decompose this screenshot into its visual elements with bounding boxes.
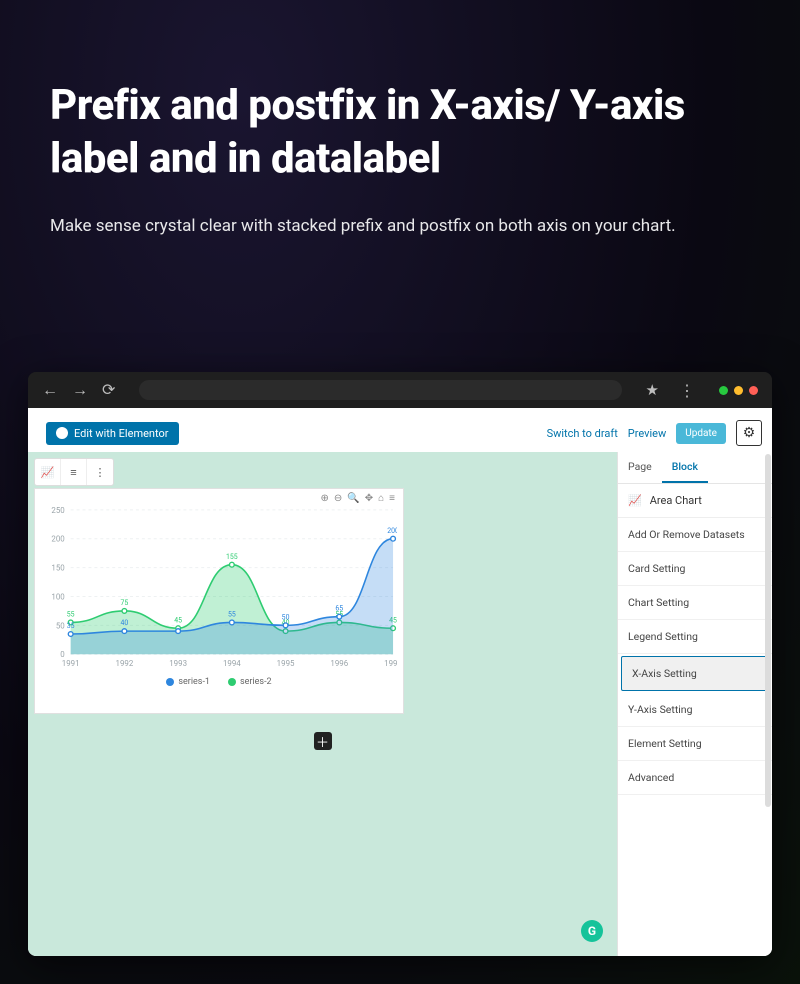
chart-search-icon[interactable]: 🔍 bbox=[347, 493, 359, 504]
hero-title: Prefix and postfix in X-axis/ Y-axis lab… bbox=[50, 80, 750, 185]
legend-item-series-1[interactable]: series-1 bbox=[166, 677, 210, 687]
svg-text:250: 250 bbox=[51, 506, 64, 515]
svg-text:1997: 1997 bbox=[384, 659, 397, 668]
sidebar-section-x-axis-setting[interactable]: X-Axis Setting bbox=[621, 656, 769, 691]
sidebar-section-card-setting[interactable]: Card Setting bbox=[618, 552, 772, 586]
svg-text:35: 35 bbox=[67, 622, 75, 630]
chart-menu-icon[interactable]: ≡ bbox=[389, 493, 395, 504]
sidebar-section-chart-setting[interactable]: Chart Setting bbox=[618, 586, 772, 620]
chart-zoom-in-icon[interactable]: ⊕ bbox=[320, 493, 328, 504]
svg-text:1992: 1992 bbox=[116, 659, 134, 668]
block-more-icon[interactable]: ⋮ bbox=[87, 459, 113, 485]
sidebar-tabs: Page Block bbox=[618, 452, 772, 484]
chart-pan-icon[interactable]: ✥ bbox=[365, 493, 373, 504]
svg-text:55: 55 bbox=[67, 611, 75, 619]
sidebar-section-element-setting[interactable]: Element Setting bbox=[618, 727, 772, 761]
chart-toolbar: ⊕ ⊖ 🔍 ✥ ⌂ ≡ bbox=[320, 493, 395, 504]
elementor-icon bbox=[56, 427, 68, 439]
edit-with-elementor-button[interactable]: Edit with Elementor bbox=[46, 422, 179, 445]
bookmark-icon[interactable]: ★ bbox=[646, 381, 659, 399]
page-viewport: Edit with Elementor Switch to draft Prev… bbox=[28, 408, 772, 956]
forward-icon[interactable]: → bbox=[72, 380, 88, 400]
chart-plot: 0 50 100 150 200 250 1991 1992 1993 1994 1995 1996 1… bbox=[41, 495, 397, 675]
add-block-button[interactable]: ＋ bbox=[314, 732, 332, 750]
browser-menu-icon[interactable]: ⋮ bbox=[679, 381, 695, 400]
svg-text:150: 150 bbox=[51, 564, 64, 573]
svg-text:50: 50 bbox=[282, 613, 290, 621]
grammarly-icon[interactable]: G bbox=[581, 920, 603, 942]
settings-sidebar: Page Block 📈 Area Chart Add Or Remove Da… bbox=[617, 452, 772, 956]
svg-text:200: 200 bbox=[51, 535, 64, 544]
sidebar-section-advanced[interactable]: Advanced bbox=[618, 761, 772, 795]
svg-text:45: 45 bbox=[174, 616, 182, 624]
svg-text:1994: 1994 bbox=[223, 659, 241, 668]
traffic-red bbox=[749, 386, 758, 395]
svg-text:1991: 1991 bbox=[62, 659, 80, 668]
editor-topbar: Edit with Elementor Switch to draft Prev… bbox=[46, 418, 762, 448]
svg-text:40: 40 bbox=[121, 619, 129, 627]
svg-text:200: 200 bbox=[387, 527, 397, 535]
svg-text:65: 65 bbox=[335, 605, 343, 613]
svg-text:1993: 1993 bbox=[169, 659, 187, 668]
traffic-lights bbox=[719, 386, 758, 395]
tab-block[interactable]: Block bbox=[662, 452, 708, 483]
url-bar[interactable] bbox=[139, 380, 621, 400]
chart-legend: series-1 series-2 bbox=[41, 677, 397, 687]
sidebar-sections: Add Or Remove DatasetsCard SettingChart … bbox=[618, 518, 772, 795]
svg-text:1996: 1996 bbox=[330, 659, 348, 668]
legend-item-series-2[interactable]: series-2 bbox=[228, 677, 272, 687]
area-chart-icon: 📈 bbox=[628, 494, 642, 507]
settings-gear-icon[interactable]: ⚙ bbox=[736, 420, 762, 446]
hero-subtitle: Make sense crystal clear with stacked pr… bbox=[50, 213, 730, 239]
block-align-icon[interactable]: ≡ bbox=[61, 459, 87, 485]
traffic-green bbox=[719, 386, 728, 395]
switch-to-draft-link[interactable]: Switch to draft bbox=[547, 427, 618, 440]
editor-canvas: 📈 ≡ ⋮ ⊕ ⊖ 🔍 ✥ ⌂ ≡ 0 50 100 150 200 250 1991 199… bbox=[28, 452, 617, 956]
back-icon[interactable]: ← bbox=[42, 380, 58, 400]
sidebar-scrollbar[interactable] bbox=[765, 454, 771, 807]
svg-text:50: 50 bbox=[56, 621, 65, 630]
svg-text:100: 100 bbox=[51, 592, 64, 601]
tab-page[interactable]: Page bbox=[618, 452, 662, 483]
svg-text:0: 0 bbox=[60, 650, 64, 659]
block-toolbar: 📈 ≡ ⋮ bbox=[34, 458, 114, 486]
block-type-icon[interactable]: 📈 bbox=[35, 459, 61, 485]
traffic-yellow bbox=[734, 386, 743, 395]
sidebar-section-add-or-remove-datasets[interactable]: Add Or Remove Datasets bbox=[618, 518, 772, 552]
elementor-label: Edit with Elementor bbox=[74, 427, 169, 440]
svg-text:155: 155 bbox=[226, 553, 238, 561]
sidebar-section-legend-setting[interactable]: Legend Setting bbox=[618, 620, 772, 654]
update-button[interactable]: Update bbox=[676, 423, 726, 444]
svg-text:1995: 1995 bbox=[277, 659, 295, 668]
reload-icon[interactable]: ⟳ bbox=[102, 380, 115, 400]
chart-home-icon[interactable]: ⌂ bbox=[378, 493, 384, 504]
preview-link[interactable]: Preview bbox=[628, 427, 666, 440]
area-chart-block[interactable]: ⊕ ⊖ 🔍 ✥ ⌂ ≡ 0 50 100 150 200 250 1991 1992 1993 1… bbox=[34, 488, 404, 714]
browser-bar: ← → ⟳ ★ ⋮ bbox=[28, 372, 772, 408]
svg-text:75: 75 bbox=[121, 599, 129, 607]
svg-text:55: 55 bbox=[228, 611, 236, 619]
browser-frame: ← → ⟳ ★ ⋮ Edit with Elementor Switch to … bbox=[28, 372, 772, 956]
sidebar-section-y-axis-setting[interactable]: Y-Axis Setting bbox=[618, 693, 772, 727]
chart-zoom-out-icon[interactable]: ⊖ bbox=[334, 493, 342, 504]
sidebar-block-title: 📈 Area Chart bbox=[618, 484, 772, 518]
